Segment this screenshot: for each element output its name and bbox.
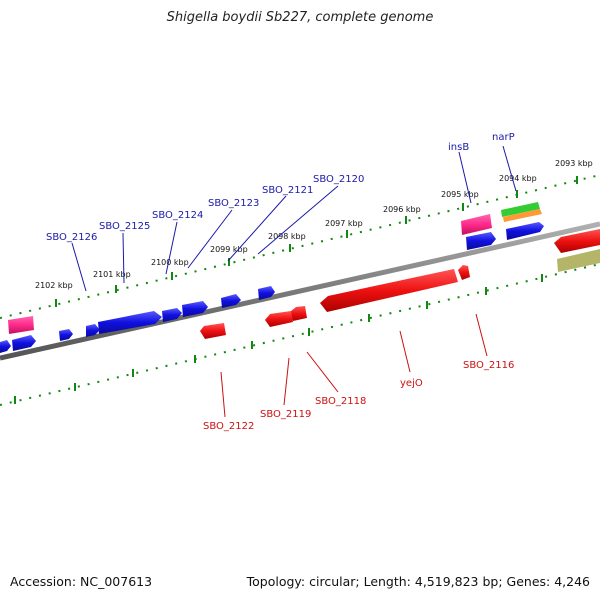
pink-box-left <box>8 316 34 334</box>
gene-arrow <box>466 232 496 250</box>
gene-arrow <box>258 286 275 300</box>
orange-box <box>503 209 542 222</box>
gene-arrow <box>182 301 208 317</box>
gene-arrow <box>0 340 11 353</box>
gene-label-sbo-2118: SBO_2118 <box>315 396 366 407</box>
genome-backbone <box>0 221 600 361</box>
label-leaders-top <box>71 145 517 292</box>
gene-arrow <box>98 311 162 334</box>
gene-label-narp: narP <box>492 132 515 143</box>
kbp-labels: 2093 kbp 2094 kbp 2095 kbp 2096 kbp 2097… <box>35 159 593 290</box>
gene-label-sbo-2119: SBO_2119 <box>260 409 311 420</box>
forward-genes <box>0 222 544 353</box>
kbp-label: 2098 kbp <box>268 232 306 241</box>
major-ticks-lower <box>14 274 543 404</box>
topology-summary: Topology: circular; Length: 4,519,823 bp… <box>246 574 590 589</box>
map-title: Shigella boydii Sb227, complete genome <box>166 10 434 25</box>
kbp-label: 2096 kbp <box>383 205 421 214</box>
gene-label-sbo-2125: SBO_2125 <box>99 221 150 232</box>
gene-label-insb: insB <box>448 142 469 153</box>
gene-label-sbo-2123: SBO_2123 <box>208 198 259 209</box>
label-leaders-bottom <box>220 313 488 418</box>
feature-labels-bottom: SBO_2116 yejO SBO_2118 SBO_2119 SBO_2122 <box>203 360 514 432</box>
gene-arrow <box>458 265 470 280</box>
gene-arrow <box>200 323 226 339</box>
gene-label-yejo: yejO <box>400 378 423 389</box>
kbp-label: 2094 kbp <box>499 174 537 183</box>
insertion-features <box>8 202 600 334</box>
gene-arrow <box>320 269 458 312</box>
gene-label-sbo-2116: SBO_2116 <box>463 360 514 371</box>
gene-arrow <box>554 229 600 253</box>
kbp-label: 2100 kbp <box>151 258 189 267</box>
gene-arrow <box>59 329 73 341</box>
gene-label-sbo-2122: SBO_2122 <box>203 421 254 432</box>
kbp-label: 2101 kbp <box>93 270 131 279</box>
kbp-label: 2097 kbp <box>325 219 363 228</box>
olive-box <box>557 249 600 272</box>
gene-label-sbo-2126: SBO_2126 <box>46 232 97 243</box>
kbp-label: 2102 kbp <box>35 281 73 290</box>
accession-text: Accession: NC_007613 <box>10 574 153 589</box>
gene-arrow <box>86 324 100 337</box>
kbp-label: 2093 kbp <box>555 159 593 168</box>
feature-labels-top: narP insB SBO_2120 SBO_2121 SBO_2123 SBO… <box>46 132 515 243</box>
gene-label-sbo-2120: SBO_2120 <box>313 174 364 185</box>
insb-box <box>461 214 492 235</box>
gene-label-sbo-2124: SBO_2124 <box>152 210 203 221</box>
gene-label-sbo-2121: SBO_2121 <box>262 185 313 196</box>
gene-arrow <box>221 294 241 308</box>
gene-arrow <box>162 308 182 322</box>
gene-arrow <box>265 311 293 327</box>
kbp-label: 2099 kbp <box>210 245 248 254</box>
green-box <box>501 202 540 217</box>
gene-arrow <box>12 335 36 351</box>
major-ticks-upper <box>55 176 578 307</box>
kbp-label: 2095 kbp <box>441 190 479 199</box>
reverse-genes <box>200 229 600 339</box>
gene-arrow <box>290 306 307 321</box>
gene-arrow <box>506 222 544 240</box>
